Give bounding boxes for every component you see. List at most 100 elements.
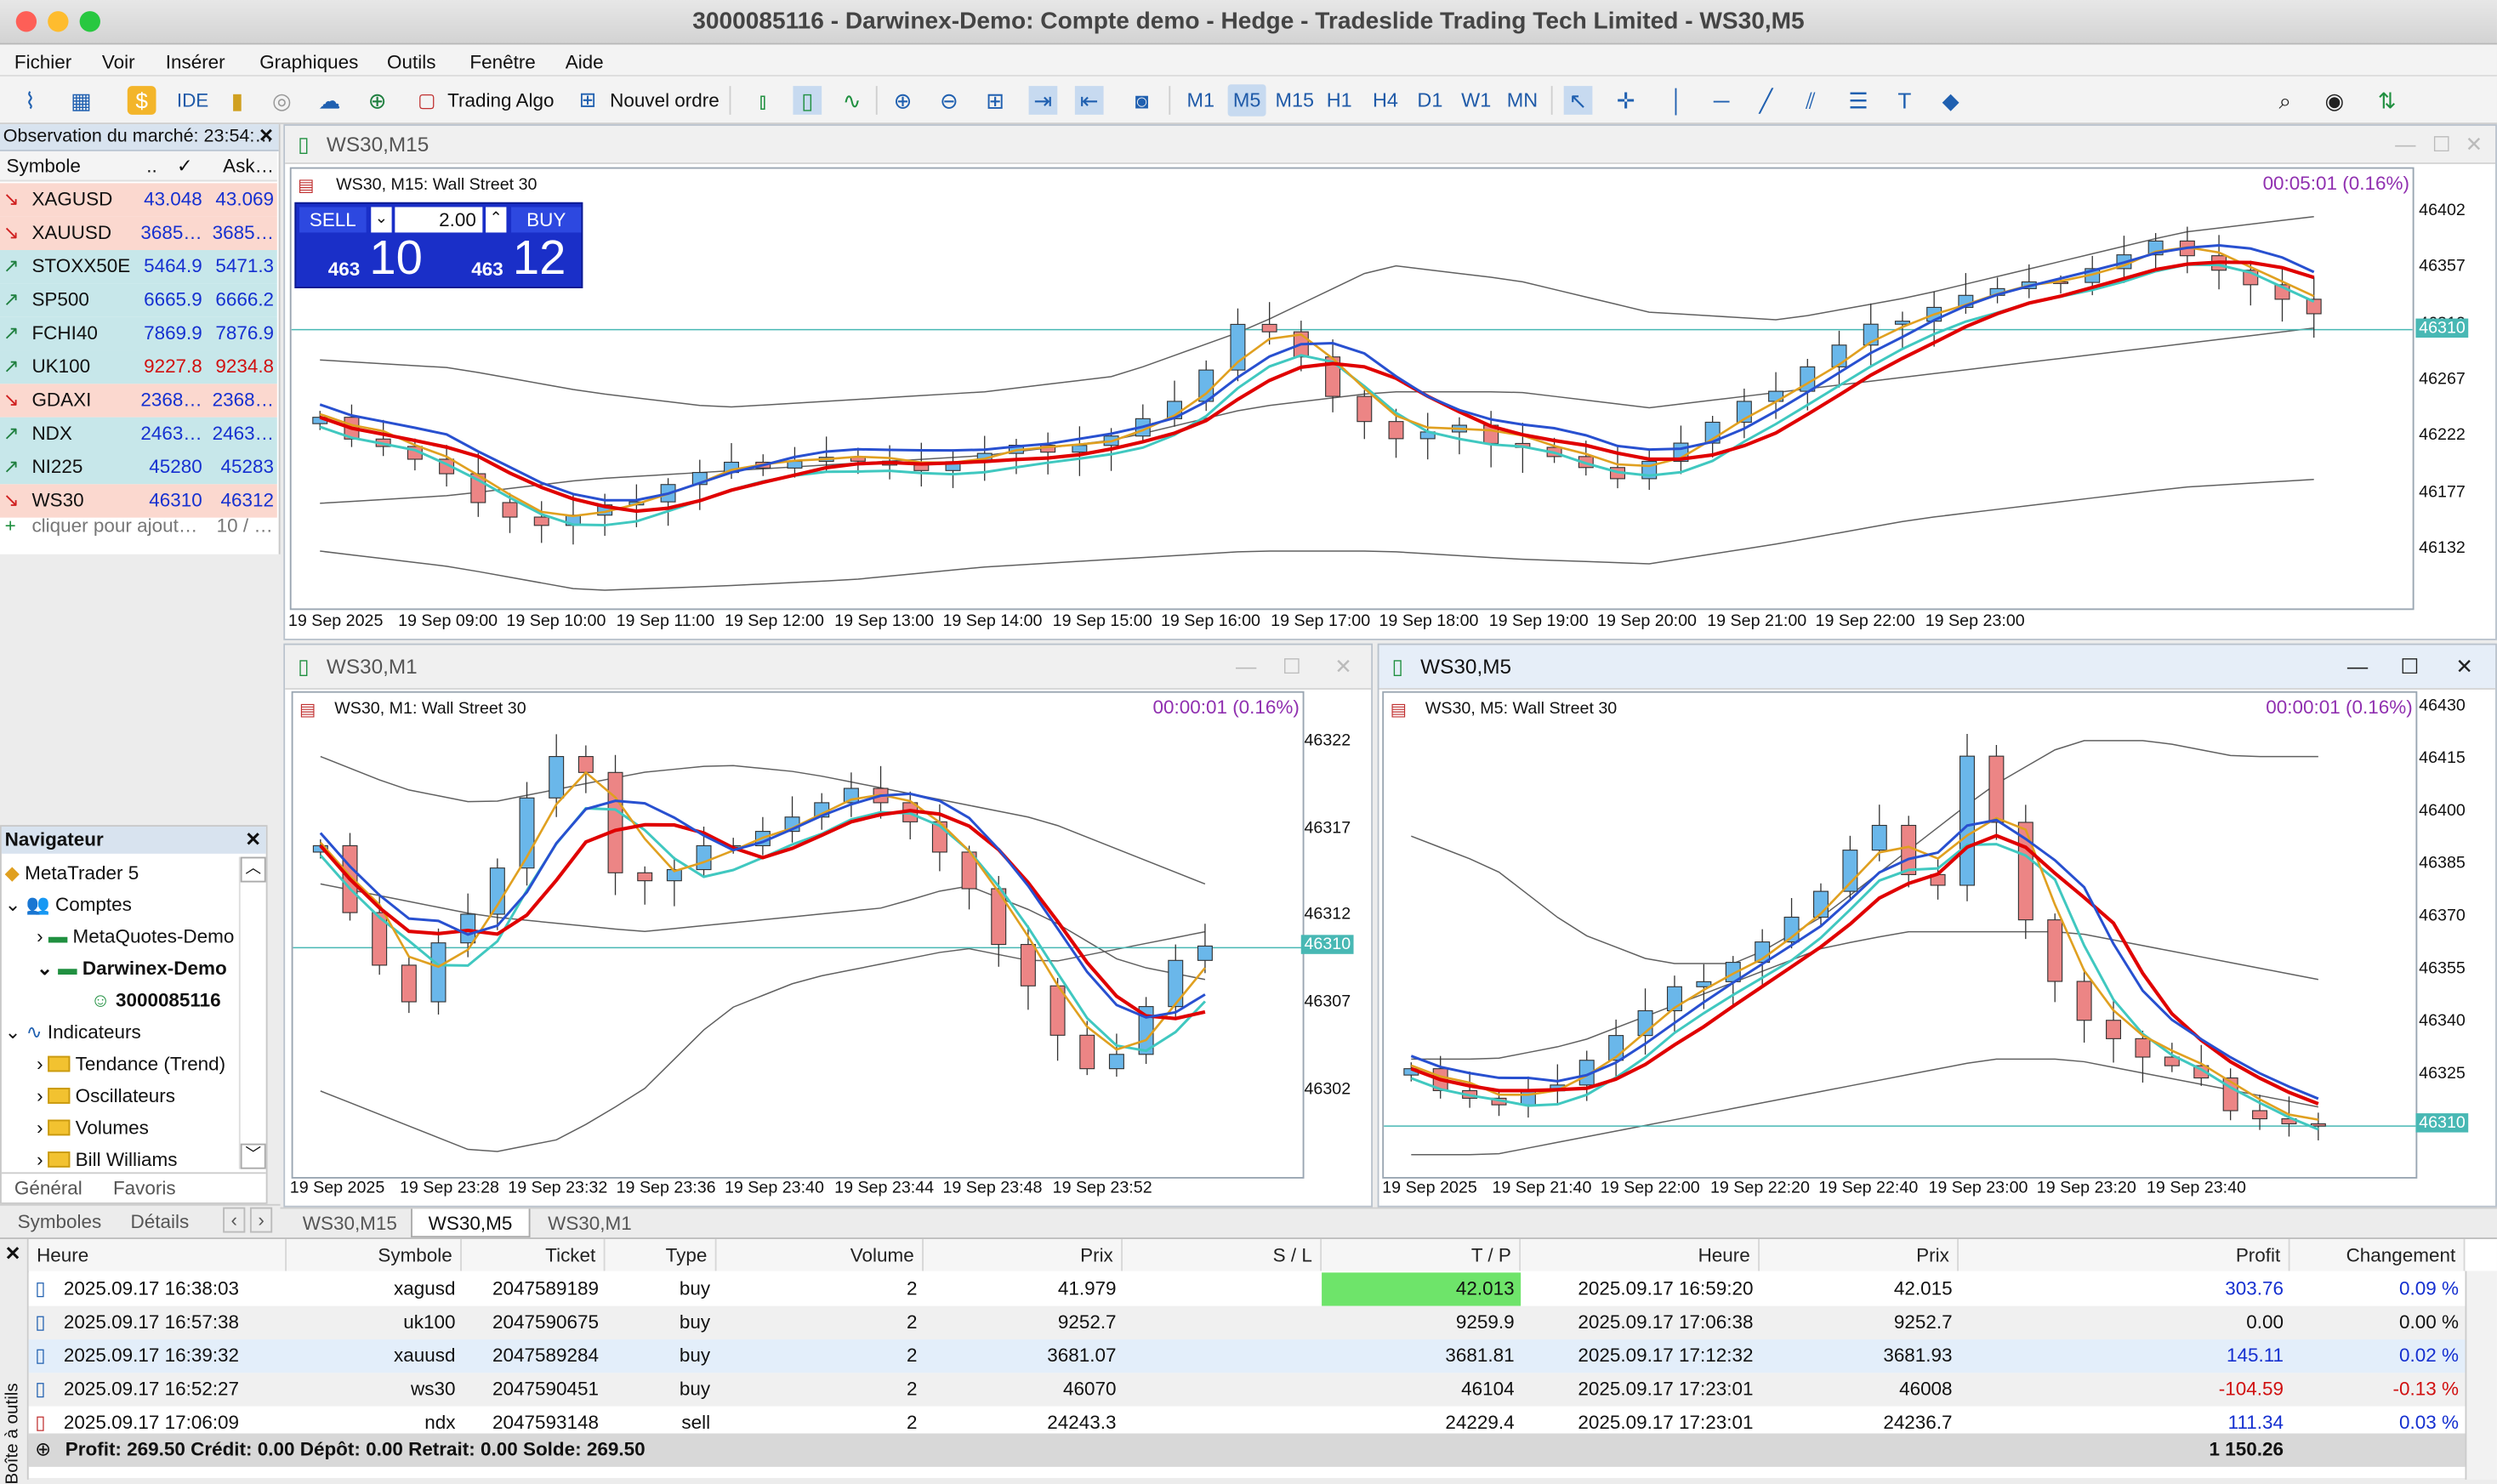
sell-price[interactable]: 463 10 [327,232,423,286]
tab-favoris[interactable]: Favoris [112,1176,176,1200]
crosshair-icon[interactable]: ✛ [1616,88,1635,113]
navigator-scrollbar[interactable]: ︿ ﹀ [238,856,266,1169]
close-window-button[interactable] [15,11,37,32]
screenshot-icon[interactable]: ◙ [1135,88,1149,113]
market-row-xagusd[interactable]: ↘ XAGUSD 43.048 43.069 [0,183,277,217]
tab-general[interactable]: Général [14,1176,82,1200]
menu-graphiques[interactable]: Graphiques [259,50,359,74]
nav-trend[interactable]: › Tendance (Trend) [37,1052,226,1076]
col-header-9[interactable]: Prix [1760,1239,1959,1271]
market-row-ndx[interactable]: ↗ NDX 2463… 2463… [0,417,277,452]
trade-row[interactable]: ▯ 2025.09.17 16:39:32 xauusd 2047589284 buy 2… [28,1339,2466,1373]
close-icon[interactable]: ✕ [259,127,275,147]
nav-comptes[interactable]: ⌄ 👥 Comptes [4,893,132,916]
cloud-icon[interactable]: ☁ [318,88,341,113]
fibonacci-icon[interactable]: ☰ [1848,88,1868,113]
vertical-line-icon[interactable]: │ [1669,88,1684,113]
col-header-8[interactable]: Heure [1521,1239,1760,1271]
add-symbol-row[interactable]: + cliquer pour ajout… 10 / … [0,509,277,541]
tf-h1[interactable]: H1 [1326,88,1352,112]
col-header-5[interactable]: Prix [923,1239,1123,1271]
line-chart-icon[interactable]: ∿ [842,88,862,113]
zoom-out-icon[interactable]: ⊖ [939,88,958,113]
plot-area[interactable]: WS30, M5: Wall Street 30 ▤ 00:00:01 (0.1… [1382,691,2418,1179]
tf-d1[interactable]: D1 [1417,88,1443,112]
tab-ws30-m1[interactable]: WS30,M1 [548,1212,632,1235]
auto-scroll-icon[interactable]: ⇥ [1028,86,1058,115]
nav-bill-williams[interactable]: › Bill Williams [37,1148,178,1169]
text-icon[interactable]: T [1897,88,1912,113]
col-header-4[interactable]: Volume [716,1239,924,1271]
close-icon[interactable]: ✕ [245,827,262,851]
zoom-window-button[interactable] [79,11,100,32]
nav-indicateurs[interactable]: ⌄ ∿ Indicateurs [4,1021,141,1043]
close-icon[interactable]: ✕ [4,1242,21,1265]
scroll-right-icon[interactable]: › [249,1207,273,1233]
one-click-icon[interactable]: ▤ [299,701,316,720]
buy-price[interactable]: 463 12 [471,232,566,286]
tab-ws30-m15[interactable]: WS30,M15 [302,1212,397,1235]
col-header-11[interactable]: Changement [2289,1239,2466,1271]
chart-m15-svg[interactable] [291,169,2413,609]
vps-icon[interactable]: ⊕ [367,88,387,113]
minimize-window-button[interactable] [48,11,69,32]
trading-algo-icon[interactable]: ▢ [418,88,436,112]
market-row-fchi40[interactable]: ↗ FCHI40 7869.9 7876.9 [0,316,277,351]
chart-type-icon[interactable]: ⌇ [25,88,36,113]
shapes-icon[interactable]: ◆ [1942,88,1959,113]
sell-button[interactable]: SELL [299,207,367,233]
market-row-uk100[interactable]: ↗ UK100 9227.8 9234.8 [0,350,277,384]
menu-fenetre[interactable]: Fenêtre [469,50,536,74]
col-header-2[interactable]: Ticket [461,1239,606,1271]
chart-m1-svg[interactable] [293,693,1303,1177]
trade-row[interactable]: ▯ 2025.09.17 16:52:27 ws30 2047590451 buy 2 46… [28,1373,2466,1407]
menu-aide[interactable]: Aide [565,50,604,74]
tf-w1[interactable]: W1 [1461,88,1492,112]
plot-area[interactable]: WS30, M15: Wall Street 30 ▤ 00:05:01 (0.… [289,167,2415,611]
chart-m5-svg[interactable] [1384,693,2416,1177]
tab-symboles[interactable]: Symboles [17,1210,102,1233]
market-row-sp500[interactable]: ↗ SP500 6665.9 6666.2 [0,283,277,317]
trading-algo-button[interactable]: Trading Algo [447,88,555,112]
maximize-icon[interactable]: ☐ [2400,654,2420,679]
col-header-7[interactable]: T / P [1322,1239,1522,1271]
nav-volumes[interactable]: › Volumes [37,1116,149,1140]
nav-oscillators[interactable]: › Oscillateurs [37,1084,176,1107]
tab-ws30-m5[interactable]: WS30,M5 [411,1208,530,1238]
col-header-3[interactable]: Type [605,1239,717,1271]
menu-voir[interactable]: Voir [101,50,135,74]
ide-button[interactable]: IDE [176,88,209,112]
lot-decrease[interactable]: ⌄ [371,207,392,233]
nav-metaquotes-demo[interactable]: › ▬ MetaQuotes-Demo [37,925,235,948]
tab-details[interactable]: Détails [130,1210,190,1233]
close-icon[interactable]: ✕ [2455,654,2473,679]
maximize-icon[interactable]: ☐ [2432,132,2451,156]
candles-icon[interactable]: ▯ [793,86,822,115]
scroll-left-icon[interactable]: ‹ [223,1207,246,1233]
trade-scrollbar[interactable] [2465,1271,2497,1480]
col-header-1[interactable]: Symbole [287,1239,462,1271]
menu-outils[interactable]: Outils [386,50,436,74]
plot-area[interactable]: WS30, M1: Wall Street 30 ▤ 00:00:01 (0.1… [291,691,1305,1179]
minimize-icon[interactable]: — [2395,132,2416,156]
tf-mn[interactable]: MN [1506,88,1539,112]
market-row-gdaxi[interactable]: ↘ GDAXI 2368… 2368… [0,384,277,418]
tf-h4[interactable]: H4 [1373,88,1398,112]
menu-fichier[interactable]: Fichier [14,50,72,74]
nav-account-3000085116[interactable]: ☺ 3000085116 [90,989,221,1012]
search-icon[interactable]: ⌕ [2278,88,2292,113]
market-row-stoxx50e[interactable]: ↗ STOXX50E 5464.9 5471.3 [0,250,277,284]
chart-shift-icon[interactable]: ⇤ [1074,86,1104,115]
tile-windows-icon[interactable]: ⊞ [986,88,1005,113]
market-row-ni225[interactable]: ↗ NI225 45280 45283 [0,451,277,485]
tf-m1[interactable]: M1 [1186,88,1215,112]
menu-inserer[interactable]: Insérer [165,50,225,74]
lot-input[interactable]: 2.00 [395,207,483,233]
templates-icon[interactable]: ▦ [71,88,92,113]
col-header-10[interactable]: Profit [1959,1239,2290,1271]
tf-m15[interactable]: M15 [1275,88,1315,112]
market-row-xauusd[interactable]: ↘ XAUUSD 3685… 3685… [0,216,277,251]
signals-icon[interactable]: ◎ [271,88,292,113]
new-order-button[interactable]: Nouvel ordre [610,88,720,112]
market-row-ws30[interactable]: ↘ WS30 46310 46312 [0,484,277,518]
